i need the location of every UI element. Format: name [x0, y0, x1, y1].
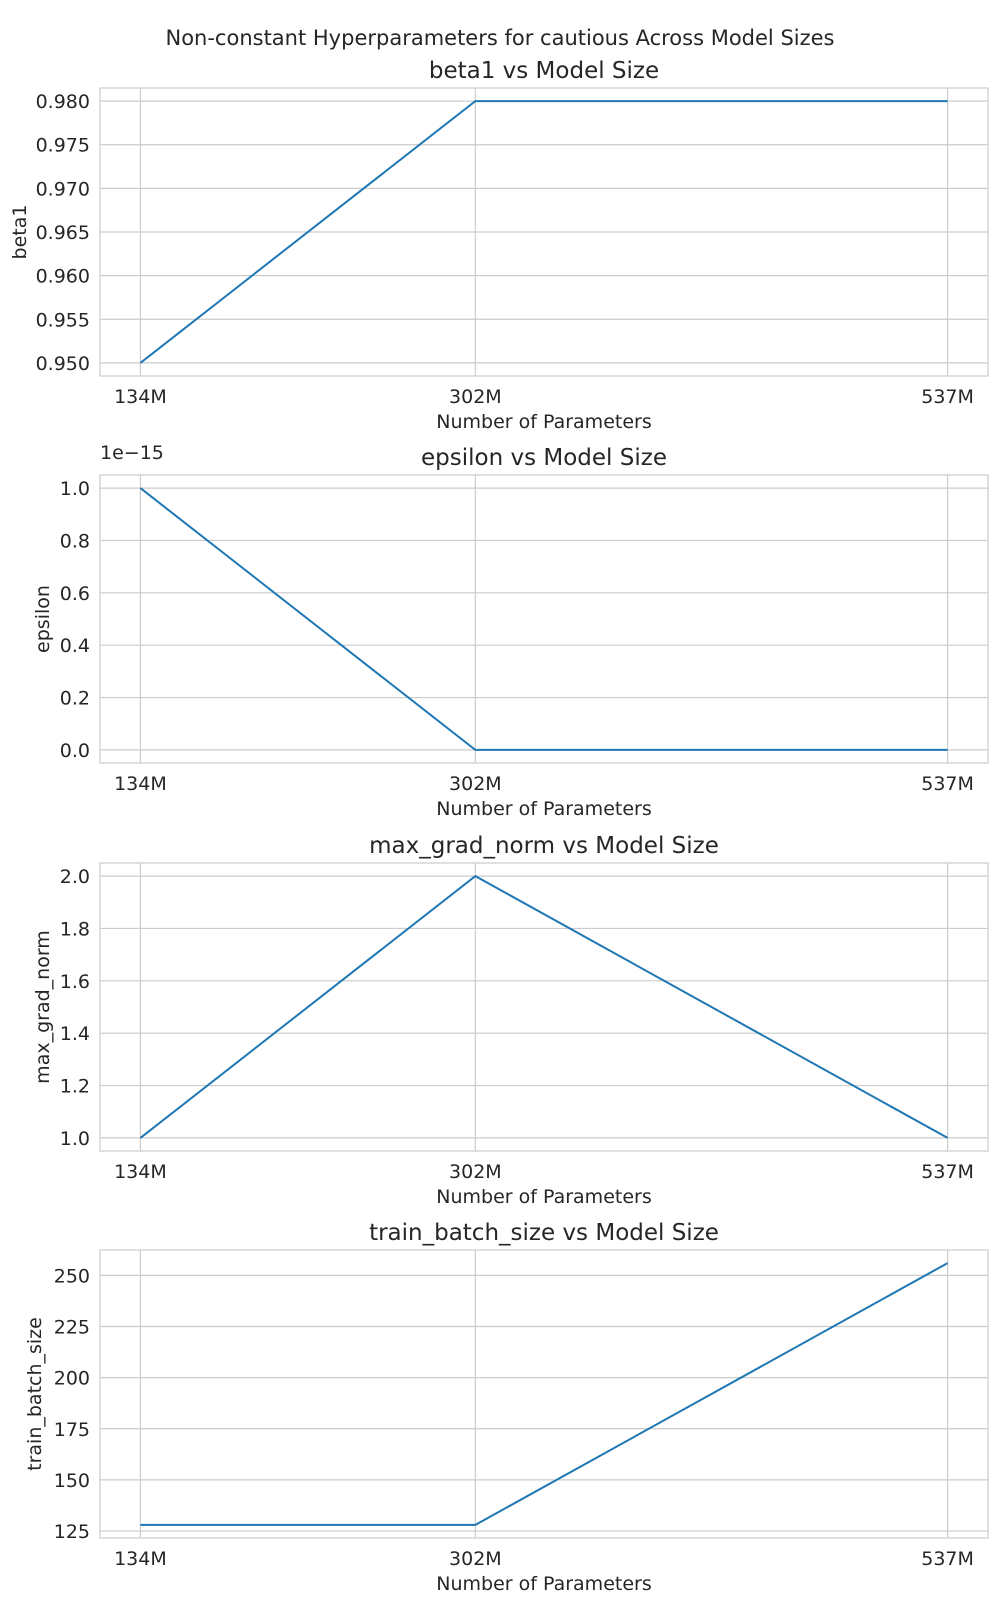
y-tick-label: 0.965 — [36, 222, 90, 244]
x-axis-label: Number of Parameters — [436, 411, 651, 433]
y-tick-label: 0.4 — [60, 635, 90, 657]
chart-title: train_batch_size vs Model Size — [369, 1220, 719, 1246]
y-tick-label: 1.0 — [60, 1128, 90, 1150]
x-tick-label: 302M — [449, 1548, 502, 1570]
x-tick-label: 537M — [921, 1161, 974, 1183]
x-tick-label: 134M — [114, 386, 167, 408]
y-tick-label: 125 — [54, 1521, 90, 1543]
y-offset-text: 1e−15 — [100, 442, 164, 464]
x-tick-label: 537M — [921, 773, 974, 795]
plot-frame — [99, 862, 989, 1152]
plot-frame — [99, 474, 989, 764]
x-tick-label: 537M — [921, 386, 974, 408]
x-tick-label: 537M — [921, 1548, 974, 1570]
chart-panel-2: 0.0 0.2 0.4 0.6 0.8 1.0 134M 302M 537M epsilon vs… — [32, 442, 989, 820]
series-line — [139, 100, 948, 364]
y-tick-label: 200 — [54, 1368, 90, 1390]
x-axis-label: Number of Parameters — [436, 798, 651, 820]
y-tick-label: 0.970 — [36, 178, 90, 200]
y-tick-label: 0.955 — [36, 309, 90, 331]
y-tick-label: 0.0 — [60, 740, 90, 762]
y-tick-label: 1.8 — [60, 918, 90, 940]
y-tick-label: 0.950 — [36, 353, 90, 375]
chart-panel-1: 0.950 0.955 0.960 0.965 0.970 0.975 0.980 134M 3… — [9, 58, 989, 433]
x-tick-label: 302M — [449, 1161, 502, 1183]
chart-title: beta1 vs Model Size — [429, 58, 659, 84]
y-tick-label: 1.0 — [60, 478, 90, 500]
y-tick-label: 1.4 — [60, 1023, 90, 1045]
series-line — [139, 487, 948, 751]
y-axis-label: train_batch_size — [24, 1317, 46, 1471]
y-tick-label: 0.975 — [36, 135, 90, 157]
figure-suptitle: Non-constant Hyperparameters for cautiou… — [165, 26, 835, 50]
y-tick-label: 0.2 — [60, 688, 90, 710]
y-axis-label: epsilon — [32, 585, 54, 653]
y-axis-label: beta1 — [9, 205, 31, 260]
chart-panel-3: 1.0 1.2 1.4 1.6 1.8 2.0 134M 302M 537M max_grad_n… — [32, 833, 989, 1208]
y-tick-label: 175 — [54, 1419, 90, 1441]
y-tick-label: 0.960 — [36, 266, 90, 288]
y-tick-label: 250 — [54, 1265, 90, 1287]
plot-frame — [99, 1249, 989, 1539]
x-tick-label: 134M — [114, 1161, 167, 1183]
y-tick-label: 0.8 — [60, 530, 90, 552]
x-tick-label: 302M — [449, 773, 502, 795]
chart-panel-4: 125 150 175 200 225 250 134M 302M 537M train_batc… — [24, 1220, 989, 1595]
chart-title: epsilon vs Model Size — [421, 445, 667, 471]
x-axis-label: Number of Parameters — [436, 1573, 651, 1595]
y-tick-label: 225 — [54, 1317, 90, 1339]
x-axis-label: Number of Parameters — [436, 1186, 651, 1208]
x-tick-label: 302M — [449, 386, 502, 408]
x-tick-label: 134M — [114, 773, 167, 795]
chart-title: max_grad_norm vs Model Size — [369, 833, 719, 859]
y-axis-label: max_grad_norm — [32, 930, 54, 1084]
y-tick-label: 0.980 — [36, 91, 90, 113]
x-tick-label: 134M — [114, 1548, 167, 1570]
series-line — [139, 874, 949, 1139]
y-tick-label: 150 — [54, 1470, 90, 1492]
series-line — [140, 1262, 949, 1526]
y-tick-label: 1.6 — [60, 971, 90, 993]
y-tick-label: 0.6 — [60, 583, 90, 605]
y-tick-label: 1.2 — [60, 1076, 90, 1098]
y-tick-label: 2.0 — [60, 866, 90, 888]
plot-frame — [99, 87, 989, 377]
